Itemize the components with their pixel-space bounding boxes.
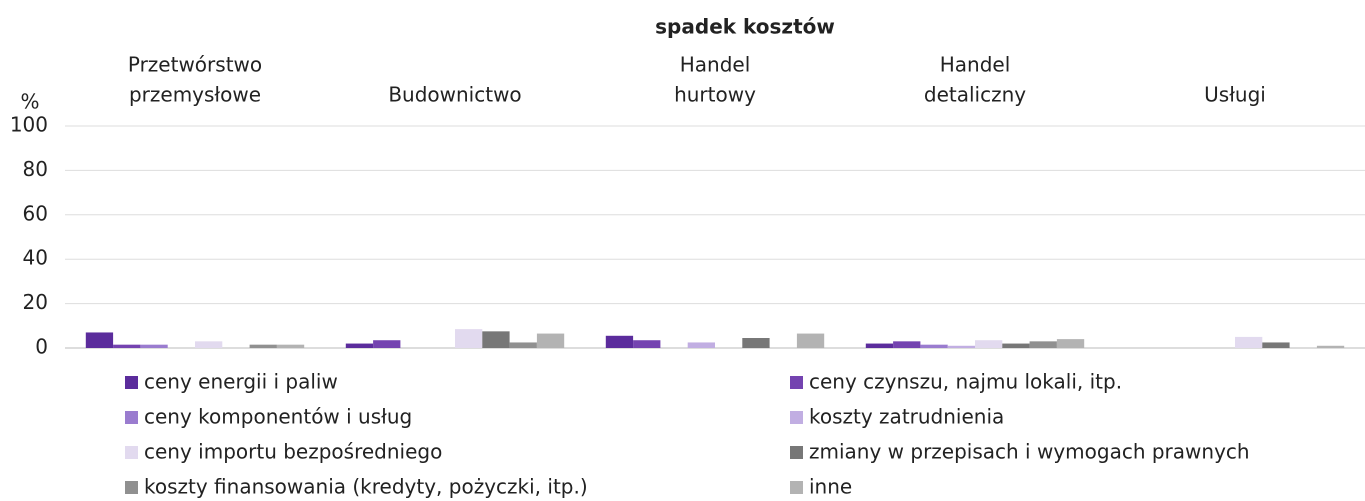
bar	[1056, 339, 1085, 348]
bar	[85, 332, 114, 348]
category-label: Handel	[940, 53, 1011, 77]
legend-swatch	[125, 376, 138, 389]
bar	[975, 340, 1003, 348]
legend-swatch	[125, 411, 138, 424]
bar	[249, 344, 277, 348]
legend-label: ceny importu bezpośredniego	[144, 440, 442, 464]
bar	[796, 333, 825, 348]
bar	[920, 344, 948, 348]
bar	[482, 331, 510, 348]
category-label: hurtowy	[674, 83, 756, 107]
category-label: Budownictwo	[388, 83, 521, 107]
bar	[455, 329, 483, 348]
bar	[140, 344, 168, 348]
bar	[865, 343, 894, 348]
legend-swatch	[125, 481, 138, 494]
y-tick-label: 20	[23, 290, 48, 314]
bar	[345, 343, 374, 348]
bar	[1262, 342, 1290, 348]
bar	[509, 342, 537, 348]
bar	[195, 341, 223, 348]
category-label: Przetwórstwo	[128, 53, 262, 77]
y-tick-label: 0	[35, 335, 48, 359]
category-label: Usługi	[1204, 83, 1266, 107]
legend-label: inne	[809, 475, 852, 499]
legend-label: ceny energii i paliw	[144, 370, 338, 394]
bar	[605, 335, 634, 348]
y-tick-label: 80	[23, 157, 48, 181]
category-label: detaliczny	[924, 83, 1026, 107]
legend-swatch	[790, 376, 803, 389]
y-axis-label: %	[20, 90, 39, 114]
bar	[1235, 336, 1263, 348]
y-tick-label: 40	[23, 246, 48, 270]
legend-label: zmiany w przepisach i wymogach prawnych	[809, 440, 1250, 464]
bar	[113, 344, 141, 348]
bar	[687, 342, 715, 348]
category-label: przemysłowe	[129, 83, 261, 107]
legend-label: koszty zatrudnienia	[809, 405, 1004, 429]
bar	[893, 341, 921, 348]
bar	[276, 344, 305, 348]
bar	[1316, 345, 1345, 348]
bar	[742, 338, 770, 348]
legend-swatch	[790, 446, 803, 459]
bar	[633, 340, 661, 348]
legend-label: ceny czynszu, najmu lokali, itp.	[809, 370, 1122, 394]
chart-title: spadek kosztów	[655, 15, 835, 39]
bar	[947, 345, 975, 348]
y-tick-label: 60	[23, 201, 48, 225]
bar	[1002, 343, 1030, 348]
bar	[373, 340, 401, 348]
legend-label: koszty finansowania (kredyty, pożyczki, …	[144, 475, 588, 499]
legend-swatch	[790, 481, 803, 494]
bar	[1029, 341, 1057, 348]
y-tick-label: 100	[10, 113, 48, 137]
legend-swatch	[125, 446, 138, 459]
bar	[536, 333, 565, 348]
legend-label: ceny komponentów i usług	[144, 405, 412, 429]
legend-swatch	[790, 411, 803, 424]
category-label: Handel	[680, 53, 751, 77]
